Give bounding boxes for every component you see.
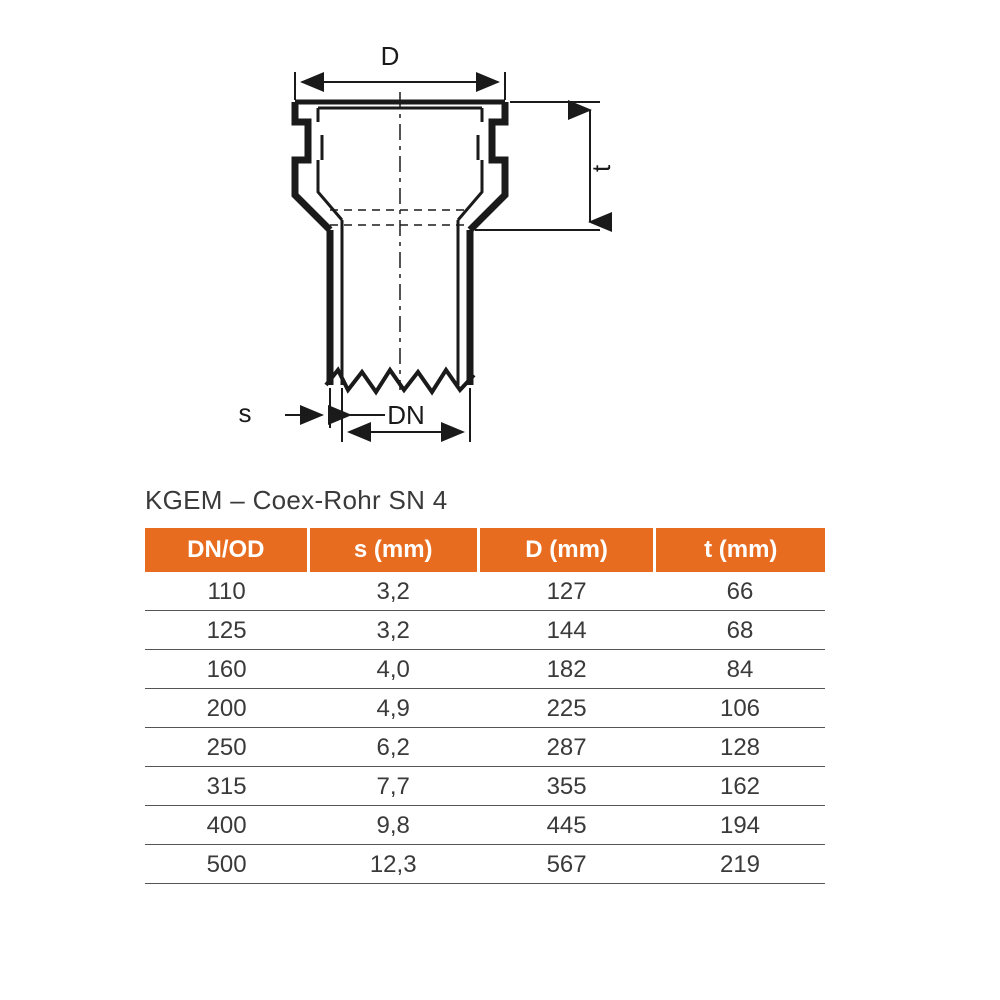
col-header: s (mm) [308,528,478,572]
table-cell: 125 [145,611,308,650]
table-cell: 219 [655,845,825,884]
table-cell: 12,3 [308,845,478,884]
table-header-row: DN/OD s (mm) D (mm) t (mm) [145,528,825,572]
table-row: 1604,018284 [145,650,825,689]
table-cell: 160 [145,650,308,689]
table-cell: 182 [478,650,655,689]
table-cell: 3,2 [308,572,478,611]
table-cell: 127 [478,572,655,611]
table-title: KGEM – Coex-Rohr SN 4 [145,485,825,516]
table-cell: 225 [478,689,655,728]
dim-label-D: D [381,41,400,71]
table-cell: 250 [145,728,308,767]
table-cell: 315 [145,767,308,806]
table-cell: 144 [478,611,655,650]
table-cell: 200 [145,689,308,728]
table-cell: 567 [478,845,655,884]
table-cell: 68 [655,611,825,650]
table-row: 50012,3567219 [145,845,825,884]
table-row: 1103,212766 [145,572,825,611]
table-cell: 4,9 [308,689,478,728]
table-row: 1253,214468 [145,611,825,650]
pipe-technical-diagram: D t [190,30,710,450]
table-cell: 6,2 [308,728,478,767]
pipe-svg: D t [190,30,710,450]
table-cell: 128 [655,728,825,767]
table-cell: 66 [655,572,825,611]
table-cell: 287 [478,728,655,767]
table-cell: 162 [655,767,825,806]
spec-table: DN/OD s (mm) D (mm) t (mm) 1103,21276612… [145,528,825,884]
table-cell: 500 [145,845,308,884]
table-cell: 194 [655,806,825,845]
col-header: t (mm) [655,528,825,572]
table-cell: 4,0 [308,650,478,689]
col-header: DN/OD [145,528,308,572]
dim-label-s: s [239,398,252,428]
table-cell: 84 [655,650,825,689]
table-cell: 445 [478,806,655,845]
table-row: 2004,9225106 [145,689,825,728]
table-cell: 110 [145,572,308,611]
table-row: 4009,8445194 [145,806,825,845]
table-cell: 106 [655,689,825,728]
table-cell: 7,7 [308,767,478,806]
table-row: 2506,2287128 [145,728,825,767]
table-cell: 355 [478,767,655,806]
dim-label-t: t [586,164,616,172]
table-cell: 400 [145,806,308,845]
table-cell: 3,2 [308,611,478,650]
dim-label-DN: DN [387,400,425,430]
col-header: D (mm) [478,528,655,572]
table-row: 3157,7355162 [145,767,825,806]
table-cell: 9,8 [308,806,478,845]
